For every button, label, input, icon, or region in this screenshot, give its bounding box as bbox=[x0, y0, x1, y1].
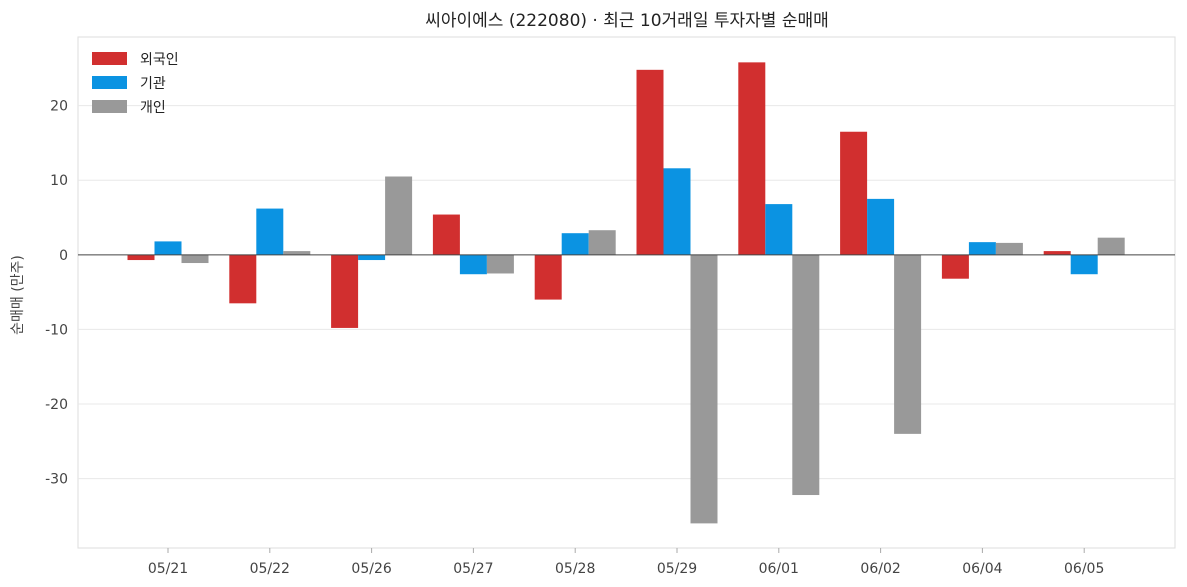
plot-frame bbox=[77, 36, 1176, 549]
bar bbox=[738, 62, 766, 255]
bar bbox=[690, 254, 718, 524]
plot-area bbox=[77, 36, 1176, 549]
chart-title: 씨아이에스 (222080) · 최근 10거래일 투자자별 순매매 bbox=[425, 11, 829, 31]
bar bbox=[256, 208, 284, 255]
x-tick-label: 05/28 bbox=[555, 561, 595, 577]
bar bbox=[432, 214, 460, 255]
bar bbox=[486, 254, 514, 274]
y-tick-label: -20 bbox=[45, 397, 68, 413]
bar bbox=[561, 233, 589, 255]
bars bbox=[127, 62, 1125, 524]
bar bbox=[840, 131, 868, 255]
bar bbox=[283, 251, 311, 255]
legend-label: 외국인 bbox=[140, 52, 179, 68]
bar bbox=[534, 254, 562, 300]
x-tick-label: 05/29 bbox=[657, 561, 697, 577]
x-tick-label: 05/27 bbox=[453, 561, 493, 577]
bar bbox=[1043, 251, 1071, 255]
y-tick-label: -10 bbox=[45, 322, 68, 338]
y-tick-label: 0 bbox=[59, 248, 68, 264]
bar bbox=[358, 254, 386, 261]
legend-swatch bbox=[92, 76, 127, 89]
bar bbox=[663, 168, 691, 255]
x-axis: 05/21 05/22 05/26 05/27 05/28 05/29 06/01 06/02… bbox=[148, 548, 1104, 577]
legend-label: 개인 bbox=[140, 100, 166, 116]
bar bbox=[867, 198, 895, 255]
bar bbox=[1097, 237, 1125, 255]
bar bbox=[1070, 254, 1098, 275]
y-axis-label: 순매매 (만주) bbox=[10, 255, 26, 335]
bar bbox=[229, 254, 257, 304]
x-tick-label: 05/22 bbox=[250, 561, 290, 577]
x-tick-label: 06/04 bbox=[962, 561, 1002, 577]
bar bbox=[181, 254, 209, 264]
bar bbox=[995, 242, 1023, 255]
bar bbox=[792, 254, 820, 496]
legend-swatch bbox=[92, 52, 127, 65]
y-axis: -30 -20 -10 0 10 20 bbox=[45, 99, 68, 488]
bar bbox=[765, 204, 793, 255]
bar bbox=[588, 230, 616, 255]
legend-label: 기관 bbox=[140, 76, 166, 92]
x-tick-label: 06/01 bbox=[759, 561, 799, 577]
y-tick-label: 10 bbox=[50, 173, 68, 189]
bar bbox=[636, 69, 664, 255]
bar bbox=[941, 254, 969, 279]
x-tick-label: 05/21 bbox=[148, 561, 188, 577]
y-tick-label: -30 bbox=[45, 472, 68, 488]
bar bbox=[385, 176, 413, 255]
bar bbox=[154, 241, 182, 255]
y-tick-label: 20 bbox=[50, 99, 68, 115]
bar bbox=[968, 242, 996, 255]
legend-swatch bbox=[92, 100, 127, 113]
bar bbox=[459, 254, 487, 275]
bar bbox=[894, 254, 922, 434]
x-tick-label: 06/02 bbox=[860, 561, 900, 577]
x-tick-label: 06/05 bbox=[1064, 561, 1104, 577]
x-tick-label: 05/26 bbox=[351, 561, 391, 577]
bar bbox=[331, 254, 359, 328]
bar bbox=[127, 254, 155, 261]
